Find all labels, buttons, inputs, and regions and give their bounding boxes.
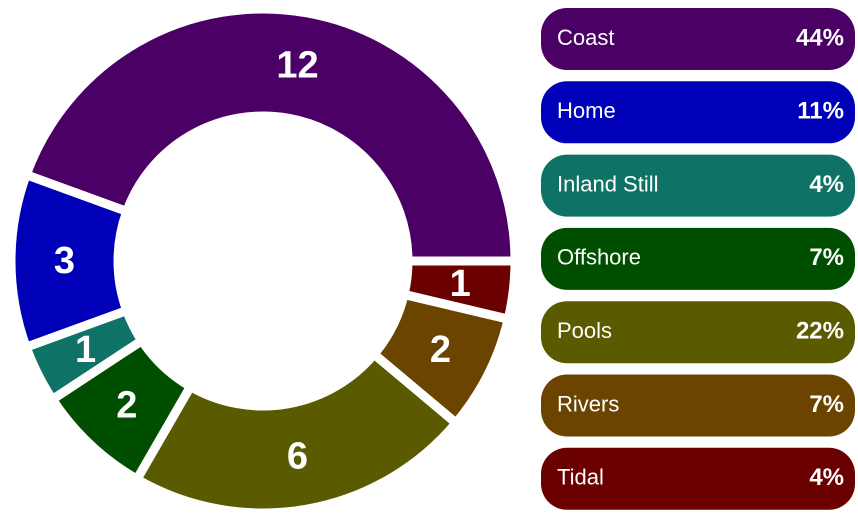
slice-label: 1: [450, 263, 471, 305]
legend-item[interactable]: [541, 8, 855, 70]
legend-label: Home: [557, 98, 616, 123]
legend-label: Coast: [557, 25, 614, 50]
legend-label: Pools: [557, 318, 612, 343]
legend-item[interactable]: [541, 447, 855, 510]
legend-item[interactable]: [541, 81, 855, 144]
donut-slice: [398, 256, 520, 325]
legend-percent: 22%: [796, 318, 844, 345]
legend-percent: 11%: [797, 98, 844, 125]
legend-percent: 44%: [796, 24, 844, 51]
donut-slice: [130, 347, 463, 514]
legend-item[interactable]: [541, 374, 855, 437]
legend-percent: 4%: [809, 171, 844, 198]
legend-percent: 7%: [809, 391, 844, 418]
legend-label: Inland Still: [557, 171, 659, 196]
legend-percent: 4%: [809, 464, 844, 491]
donut-slice: [20, 4, 520, 266]
slice-label: 12: [276, 45, 318, 87]
slice-label: 6: [287, 436, 308, 478]
legend-item[interactable]: [541, 227, 855, 290]
legend-label: Offshore: [557, 245, 641, 270]
legend-percent: 7%: [809, 244, 844, 271]
slice-label: 2: [430, 329, 451, 371]
slice-label: 2: [116, 384, 137, 426]
legend-label: Tidal: [557, 465, 604, 490]
legend-item[interactable]: [541, 154, 855, 217]
slice-label: 3: [54, 240, 75, 282]
legend-item[interactable]: [541, 301, 855, 364]
legend-label: Rivers: [557, 391, 619, 416]
slice-label: 1: [75, 329, 96, 371]
